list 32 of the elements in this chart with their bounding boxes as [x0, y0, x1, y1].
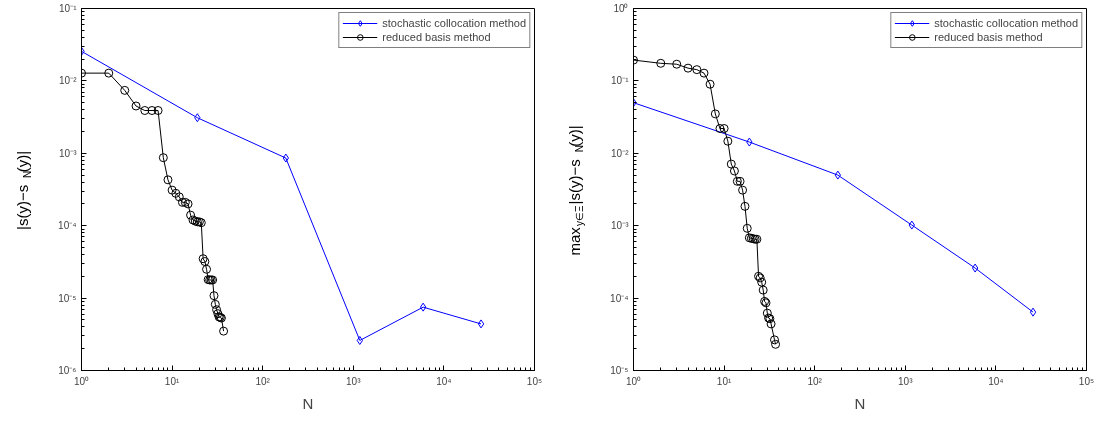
x-tick-label: 10⁰ — [625, 375, 642, 387]
x-tick-label: 10³ — [898, 375, 914, 387]
legend-label: reduced basis method — [934, 30, 1043, 44]
legend-label: reduced basis method — [382, 30, 491, 44]
legend-label: stochastic collocation method — [934, 16, 1078, 30]
x-axis-title: N — [302, 394, 314, 412]
y-tick-label: 10⁻⁶ — [58, 365, 77, 376]
y-tick-label: 10⁻¹ — [611, 75, 630, 87]
y-axis-title: |s(y)−sN(y)| — [14, 150, 33, 230]
x-tick-label: 10⁴ — [988, 375, 1004, 387]
x-tick-label: 10⁵ — [1078, 375, 1095, 387]
legend-label: stochastic collocation method — [382, 16, 526, 30]
y-tick-label: 10⁻² — [611, 147, 630, 159]
y-tick-label: 10⁻⁵ — [58, 292, 77, 304]
y-tick-label: 10⁻⁵ — [610, 365, 629, 376]
x-tick-label: 10¹ — [164, 375, 180, 387]
x-tick-label: 10² — [807, 375, 823, 387]
x-axis-title: N — [854, 394, 866, 412]
y-tick-label: 10⁻⁴ — [58, 220, 77, 232]
y-tick-label: 10⁻⁴ — [610, 292, 629, 304]
x-tick-label: 10⁰ — [73, 375, 90, 387]
y-tick-label: 10⁻¹ — [59, 3, 78, 14]
y-tick-label: 10⁰ — [613, 3, 629, 14]
x-tick-label: 10³ — [346, 375, 362, 387]
y-tick-label: 10⁻³ — [59, 147, 78, 159]
y-axis-title: maxy∈Ξ|s(y)−sN(y)| — [566, 125, 585, 256]
y-tick-label: 10⁻³ — [611, 220, 630, 232]
x-tick-label: 10¹ — [716, 375, 732, 387]
y-tick-label: 10⁻² — [59, 75, 78, 87]
x-tick-label: 10⁴ — [436, 375, 452, 387]
x-tick-label: 10⁵ — [526, 375, 543, 387]
x-tick-label: 10² — [255, 375, 271, 387]
